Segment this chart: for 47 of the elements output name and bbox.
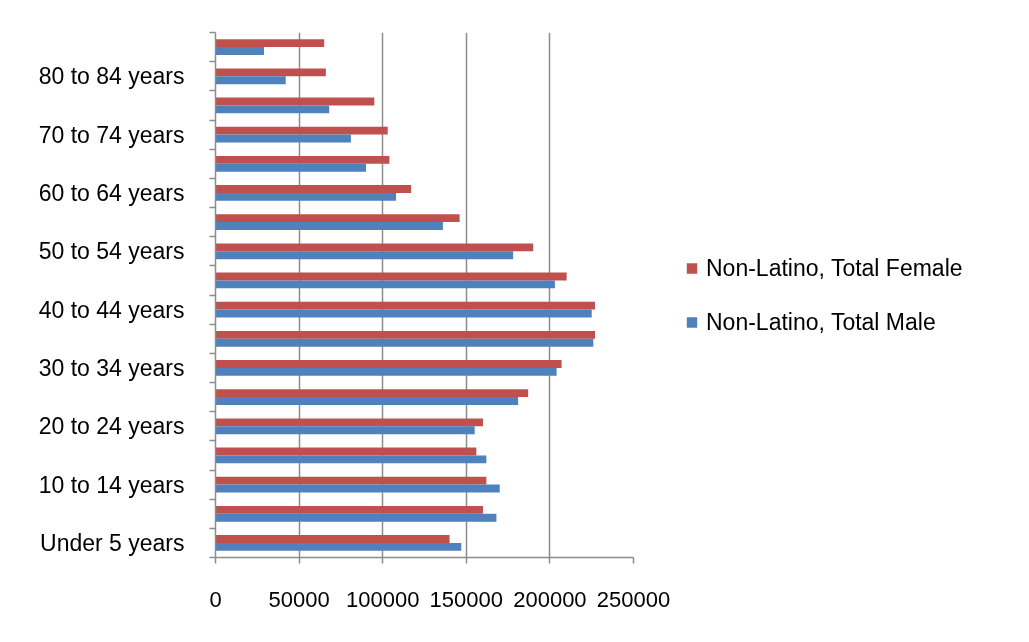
bar xyxy=(215,338,594,347)
bar xyxy=(215,542,462,551)
x-tick-label: 250000 xyxy=(596,586,671,612)
y-tick-label: 80 to 84 years xyxy=(38,63,185,90)
bar xyxy=(215,126,388,135)
bar xyxy=(215,68,326,77)
bar xyxy=(215,418,484,427)
y-tick-label: 10 to 14 years xyxy=(38,471,185,498)
bar xyxy=(215,389,529,398)
y-tick-label: 50 to 54 years xyxy=(38,238,185,265)
bar xyxy=(215,455,487,464)
bar xyxy=(215,251,514,260)
bar xyxy=(215,192,397,201)
bar xyxy=(215,76,286,85)
bar xyxy=(215,185,412,193)
bar xyxy=(215,214,460,223)
bar xyxy=(215,367,557,376)
bar xyxy=(215,47,264,55)
bar xyxy=(215,360,562,368)
y-tick-label: 70 to 74 years xyxy=(38,121,185,148)
bar xyxy=(215,476,487,485)
bar xyxy=(215,243,534,252)
x-tick-label: 50000 xyxy=(268,586,330,612)
bar xyxy=(215,330,596,339)
y-tick-label: 30 to 34 years xyxy=(38,354,185,381)
y-tick-label: Under 5 years xyxy=(40,529,185,556)
bar xyxy=(215,513,497,522)
legend-label: Non-Latino, Total Male xyxy=(706,308,936,335)
x-tick-label: 200000 xyxy=(513,586,587,612)
y-tick-label: 20 to 24 years xyxy=(38,413,185,440)
bar xyxy=(215,163,366,172)
bar xyxy=(215,39,325,48)
x-tick-label: 0 xyxy=(209,586,222,612)
bar xyxy=(215,280,555,289)
bar xyxy=(215,535,450,543)
bar xyxy=(215,155,390,164)
bar xyxy=(215,301,596,310)
x-tick-label: 100000 xyxy=(345,586,420,612)
bar xyxy=(215,222,443,230)
y-tick-label: 60 to 64 years xyxy=(38,179,185,206)
x-tick-label: 150000 xyxy=(429,586,504,612)
bar xyxy=(215,505,484,514)
y-tick-label: 40 to 44 years xyxy=(38,296,185,323)
legend-label: Non-Latino, Total Female xyxy=(706,254,963,281)
bar xyxy=(215,426,475,435)
bar xyxy=(215,397,519,405)
bar xyxy=(215,105,330,114)
